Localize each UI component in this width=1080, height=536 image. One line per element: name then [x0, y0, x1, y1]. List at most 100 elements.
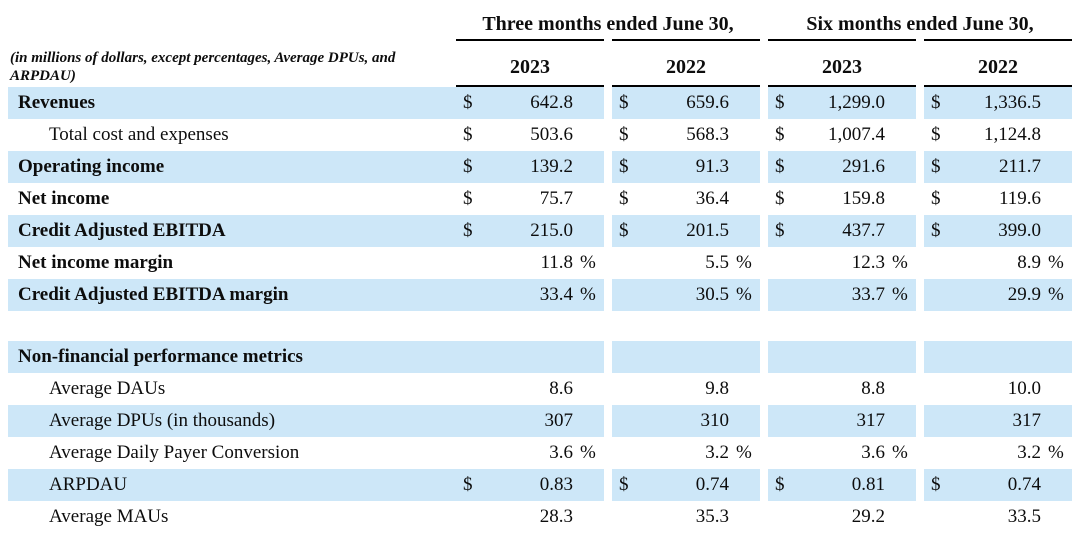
table-row: Net income margin 11.8% 5.5% 12.3% 8.9%	[8, 247, 1072, 279]
row-label: Operating income	[8, 151, 456, 183]
row-label: Net income margin	[18, 252, 174, 273]
cell-three-months-2022: 5.5%	[612, 247, 760, 279]
cell-six-months-2023: $0.81	[768, 469, 916, 501]
currency-symbol: $	[931, 156, 941, 177]
cell-value: 75.7	[539, 188, 573, 209]
cell-value: 8.8	[861, 378, 885, 399]
currency-symbol: $	[931, 220, 941, 241]
cell-value: 33.4	[539, 284, 573, 305]
cell-three-months-2023: $0.83	[456, 469, 604, 501]
cell-six-months-2022: $119.6	[924, 183, 1072, 215]
cell-value: 3.6	[549, 442, 573, 463]
underline-segment	[612, 39, 760, 41]
cell-value: 29.2	[851, 506, 885, 527]
cell-six-months-2022: $399.0	[924, 215, 1072, 247]
table-row: Credit Adjusted EBITDA $215.0 $201.5 $43…	[8, 215, 1072, 247]
group-underline-row	[456, 39, 1072, 41]
currency-symbol: $	[619, 156, 629, 177]
percent-symbol: %	[736, 252, 752, 273]
cell-six-months-2023: $159.8	[768, 183, 916, 215]
year-column-header: 2023	[510, 56, 550, 78]
currency-symbol: $	[775, 124, 785, 145]
cell-value: 35.3	[695, 506, 729, 527]
currency-symbol: $	[463, 220, 473, 241]
table-row: Average MAUs 28.3 35.3 29.2 33.5	[8, 501, 1072, 533]
cell-value: 33.7	[851, 284, 885, 305]
cell-value: 29.9	[1007, 284, 1041, 305]
cell-value: 3.2	[1017, 442, 1041, 463]
table-header: (in millions of dollars, except percenta…	[8, 6, 1072, 87]
cell-value: 211.7	[998, 156, 1041, 177]
cell-value: 0.74	[1007, 474, 1041, 495]
cell-six-months-2023: $1,007.4	[768, 119, 916, 151]
cell-three-months-2023: 307	[456, 405, 604, 437]
row-label: Credit Adjusted EBITDA margin	[8, 279, 456, 311]
table-row: Total cost and expenses $503.6 $568.3 $1…	[8, 119, 1072, 151]
cell-three-months-2023: 33.4%	[456, 279, 604, 311]
period-columns-header: Three months ended June 30, Six months e…	[456, 6, 1072, 87]
cell-value: 9.8	[705, 378, 729, 399]
cell-three-months-2022: 30.5%	[612, 279, 760, 311]
underline-segment	[768, 85, 916, 87]
cell-value: 1,299.0	[828, 92, 885, 113]
currency-symbol: $	[619, 92, 629, 113]
year-column-header: 2022	[978, 56, 1018, 78]
row-label: Average Daily Payer Conversion	[49, 442, 300, 463]
row-label: Average DAUs	[49, 378, 166, 399]
cell-six-months-2023: 12.3%	[768, 247, 916, 279]
currency-symbol: $	[619, 124, 629, 145]
cell-three-months-2022: $659.6	[612, 87, 760, 119]
cell-six-months-2022: $1,336.5	[924, 87, 1072, 119]
row-label: Average DPUs (in thousands)	[8, 405, 456, 437]
row-label: Total cost and expenses	[49, 124, 229, 145]
currency-symbol: $	[463, 92, 473, 113]
table-row: Operating income $139.2 $91.3 $291.6 $21…	[8, 151, 1072, 183]
cell-three-months-2023: 28.3	[456, 501, 604, 533]
row-label: Average MAUs	[49, 506, 169, 527]
cell-value: 12.3	[851, 252, 885, 273]
currency-symbol: $	[619, 474, 629, 495]
cell-value: 5.5	[705, 252, 729, 273]
currency-symbol: $	[931, 188, 941, 209]
cell-value: 1,336.5	[984, 92, 1041, 113]
cell-value: 0.81	[851, 474, 885, 495]
period-group-six-months: Six months ended June 30,	[806, 13, 1034, 35]
cell-six-months-2022: $211.7	[924, 151, 1072, 183]
cell-value: 291.6	[842, 156, 885, 177]
cell-three-months-2022: 310	[612, 405, 760, 437]
currency-symbol: $	[775, 474, 785, 495]
year-column-header: 2023	[822, 56, 862, 78]
underline-segment	[456, 85, 604, 87]
currency-symbol: $	[463, 474, 473, 495]
cell-value: 503.6	[530, 124, 573, 145]
cell-six-months-2022: 29.9%	[924, 279, 1072, 311]
cell-six-months-2022: $1,124.8	[924, 119, 1072, 151]
cell-three-months-2022: 9.8	[612, 373, 760, 405]
currency-symbol: $	[931, 92, 941, 113]
cell-three-months-2022: 35.3	[612, 501, 760, 533]
cell-six-months-2022	[924, 341, 1072, 373]
table-body: Revenues $642.8 $659.6 $1,299.0 $1,336.5…	[8, 87, 1072, 533]
table-row: Revenues $642.8 $659.6 $1,299.0 $1,336.5	[8, 87, 1072, 119]
cell-three-months-2022	[612, 341, 760, 373]
table-row: Credit Adjusted EBITDA margin 33.4% 30.5…	[8, 279, 1072, 311]
cell-value: 8.6	[549, 378, 573, 399]
cell-value: 159.8	[842, 188, 885, 209]
table-row: Average DAUs 8.6 9.8 8.8 10.0	[8, 373, 1072, 405]
currency-symbol: $	[775, 156, 785, 177]
cell-value: 139.2	[530, 156, 573, 177]
currency-symbol: $	[775, 92, 785, 113]
cell-three-months-2023	[456, 341, 604, 373]
percent-symbol: %	[580, 252, 596, 273]
percent-symbol: %	[1048, 442, 1064, 463]
cell-value: 0.83	[539, 474, 573, 495]
year-header-row: 2023 2022 2023 2022	[456, 41, 1072, 82]
cell-six-months-2023: $1,299.0	[768, 87, 916, 119]
underline-segment	[612, 85, 760, 87]
cell-six-months-2022: 33.5	[924, 501, 1072, 533]
cell-value: 568.3	[686, 124, 729, 145]
cell-six-months-2023: 8.8	[768, 373, 916, 405]
cell-value: 3.6	[861, 442, 885, 463]
cell-value: 30.5	[695, 284, 729, 305]
currency-symbol: $	[463, 124, 473, 145]
